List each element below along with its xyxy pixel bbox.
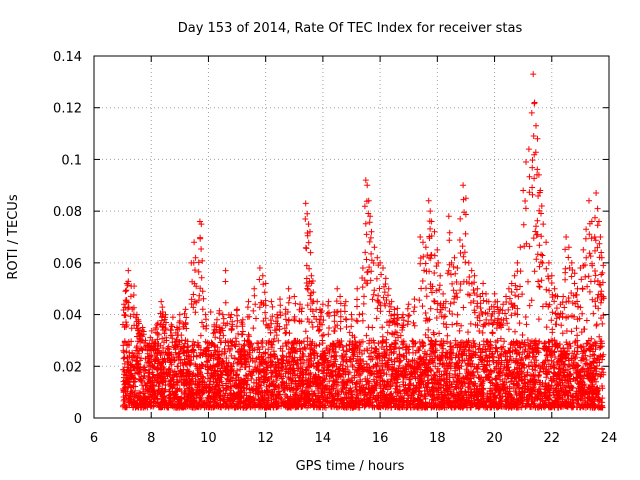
y-tick-label: 0.02 <box>53 360 82 375</box>
roti-points <box>119 71 607 411</box>
x-tick-label: 22 <box>544 431 561 446</box>
chart-title: Day 153 of 2014, Rate Of TEC Index for r… <box>178 21 523 36</box>
x-tick-label: 8 <box>147 431 155 446</box>
y-tick-label: 0.06 <box>53 257 82 272</box>
y-tick-label: 0.08 <box>53 205 82 220</box>
x-tick-label: 16 <box>372 431 389 446</box>
x-tick-label: 12 <box>257 431 274 446</box>
y-tick-labels: 0 0.02 0.04 0.06 0.08 0.1 0.12 0.14 <box>53 50 82 427</box>
x-tick-label: 18 <box>429 431 446 446</box>
y-axis-label: ROTI / TECUs <box>6 194 21 279</box>
data-points <box>119 71 607 411</box>
x-tick-label: 6 <box>90 431 98 446</box>
x-tick-labels: 6 8 10 12 14 16 18 20 22 24 <box>90 431 617 446</box>
plot-frame <box>93 55 610 419</box>
y-tick-label: 0.1 <box>61 153 82 168</box>
axis-ticks <box>93 55 610 419</box>
x-axis-label: GPS time / hours <box>296 459 405 474</box>
x-tick-label: 24 <box>601 431 618 446</box>
y-tick-label: 0.04 <box>53 309 82 324</box>
y-tick-label: 0 <box>74 412 82 427</box>
x-tick-label: 20 <box>486 431 503 446</box>
x-tick-label: 14 <box>315 431 332 446</box>
y-tick-label: 0.14 <box>53 50 82 65</box>
x-tick-label: 10 <box>200 431 217 446</box>
grid-lines <box>94 56 609 418</box>
y-tick-label: 0.12 <box>53 102 82 117</box>
